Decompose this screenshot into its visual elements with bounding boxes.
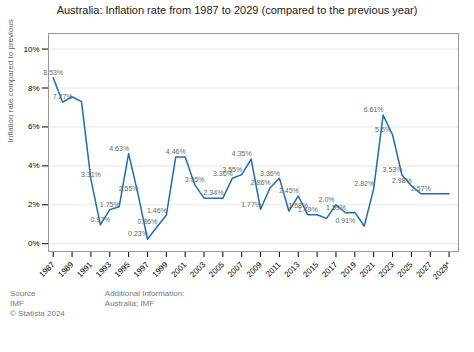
svg-text:2005: 2005 [207,260,226,279]
svg-text:3.36%: 3.36% [260,170,280,177]
svg-text:0%: 0% [28,239,40,248]
html-text:Additional Information: Austra: Additional Information: Australia; IMF [104,289,185,309]
svg-text:3.53%: 3.53% [383,166,403,173]
svg-text:1993: 1993 [94,260,113,279]
svg-text:5.6%: 5.6% [375,126,391,133]
svg-text:2027: 2027 [415,260,434,279]
svg-text:1987: 1987 [37,260,56,279]
svg-text:2.34%: 2.34% [204,190,224,197]
svg-text:2.82%: 2.82% [354,180,374,187]
svg-text:2.0%: 2.0% [319,196,335,203]
svg-text:1.49%: 1.49% [298,206,318,213]
svg-text:8%: 8% [28,84,40,93]
svg-text:2013: 2013 [283,260,302,279]
svg-text:6%: 6% [28,123,40,132]
svg-text:2029*: 2029* [431,260,452,281]
svg-text:2011: 2011 [264,260,283,279]
svg-text:2%: 2% [28,201,40,210]
svg-text:4.63%: 4.63% [109,145,129,152]
svg-text:7.27%: 7.27% [53,94,73,101]
html-text:Australia: Inflation rate from: Australia: Inflation rate from 1987 to 2… [56,4,418,16]
svg-text:0.91%: 0.91% [335,217,355,224]
svg-text:1.46%: 1.46% [147,207,167,214]
svg-text:8.53%: 8.53% [43,69,63,76]
svg-text:1991: 1991 [75,260,94,279]
svg-text:1.75%: 1.75% [100,201,120,208]
svg-text:3.36%: 3.36% [212,169,233,177]
svg-text:0.86%: 0.86% [138,218,158,225]
svg-text:2003: 2003 [188,260,207,279]
svg-text:4%: 4% [28,162,40,171]
svg-text:2.57%: 2.57% [411,185,431,192]
svg-text:Inflation rate compared to pre: Inflation rate compared to previous year [6,19,15,143]
svg-text:1.59%: 1.59% [326,204,346,211]
svg-text:1999: 1999 [151,260,170,279]
svg-text:1.77%: 1.77% [241,201,261,208]
svg-text:10%: 10% [23,45,39,54]
svg-text:4.35%: 4.35% [232,150,252,157]
svg-text:2.86%: 2.86% [251,179,271,186]
svg-text:1989: 1989 [56,260,75,279]
svg-text:0.23%: 0.23% [128,231,148,238]
svg-text:2015: 2015 [301,260,320,279]
svg-text:2.55%: 2.55% [119,186,139,193]
svg-text:2009: 2009 [245,260,264,279]
html-text:Source IMF © Statista 2024: Source IMF © Statista 2024 [10,289,65,319]
svg-text:2.98%: 2.98% [392,177,412,184]
svg-text:3.55%: 3.55% [222,166,242,173]
svg-text:2023: 2023 [377,260,396,279]
svg-text:2021: 2021 [358,260,377,279]
svg-text:1995: 1995 [113,260,132,279]
svg-text:2007: 2007 [226,260,245,279]
svg-text:3.05%: 3.05% [185,176,205,183]
svg-text:2025: 2025 [396,260,415,279]
svg-text:0.97%: 0.97% [90,216,110,223]
svg-text:2001: 2001 [169,260,188,279]
svg-text:6.61%: 6.61% [364,106,384,113]
svg-text:2.45%: 2.45% [279,187,299,194]
svg-text:1997: 1997 [132,260,151,279]
svg-text:2019: 2019 [339,260,358,279]
svg-text:4.46%: 4.46% [166,148,186,155]
svg-text:2017: 2017 [320,260,339,279]
svg-text:3.31%: 3.31% [81,171,101,178]
